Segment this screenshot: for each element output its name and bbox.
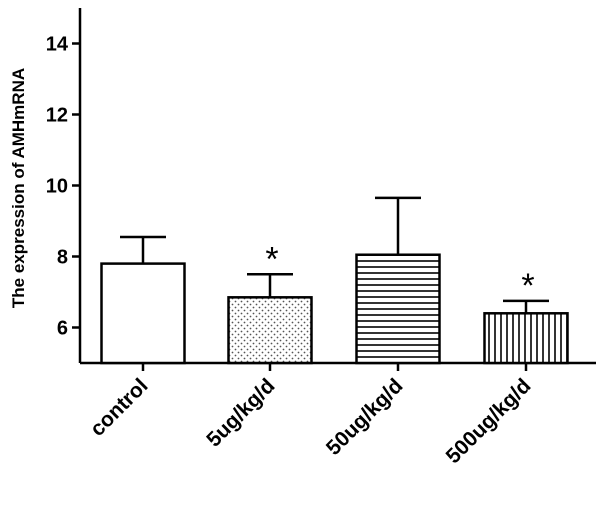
y-tick-label: 8 xyxy=(57,247,68,269)
y-tick-label: 10 xyxy=(46,176,68,198)
bar-2 xyxy=(227,296,313,365)
y-tick-label: 6 xyxy=(57,318,68,340)
category-label-2: 5ug/kg/d xyxy=(202,374,279,451)
category-label-1: control xyxy=(86,374,153,441)
bar-1 xyxy=(100,262,186,365)
y-tick-label: 12 xyxy=(46,105,68,127)
category-label-3: 50ug/kg/d xyxy=(322,374,408,460)
category-label-4: 500ug/kg/d xyxy=(442,374,536,468)
significance-marker-2: * xyxy=(265,240,278,278)
y-axis-label: The expression of AMHmRNA xyxy=(9,68,28,308)
bar-4 xyxy=(483,312,569,365)
y-tick-label: 14 xyxy=(46,34,69,56)
bar-3 xyxy=(355,253,441,365)
category-labels: control 5ug/kg/d 50ug/kg/d 500ug/kg/d xyxy=(86,374,536,468)
bars: ** xyxy=(100,196,569,365)
significance-marker-4: * xyxy=(521,267,534,305)
